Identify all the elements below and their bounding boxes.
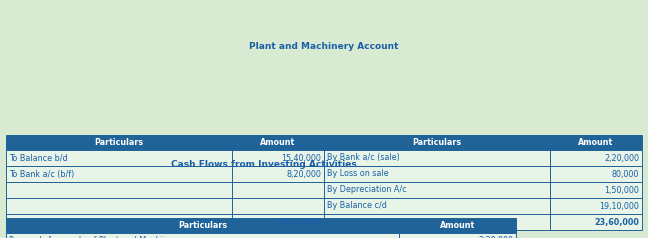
Bar xyxy=(6,150,232,166)
Text: By Bank a/c (sale): By Bank a/c (sale) xyxy=(327,154,400,163)
Bar xyxy=(550,166,642,182)
Bar xyxy=(324,166,550,182)
Bar xyxy=(6,214,232,230)
Bar xyxy=(232,166,324,182)
Text: Amount: Amount xyxy=(260,138,295,147)
Text: Proceeds from sale of Plant and Machinery: Proceeds from sale of Plant and Machiner… xyxy=(9,236,181,238)
Bar xyxy=(6,182,232,198)
Bar xyxy=(324,150,550,166)
Bar xyxy=(324,182,550,198)
Bar xyxy=(399,218,516,233)
Bar xyxy=(550,150,642,166)
Bar xyxy=(6,218,399,233)
Text: Particulars: Particulars xyxy=(412,138,461,147)
Bar xyxy=(324,135,550,150)
Bar xyxy=(399,233,516,238)
Text: 15,40,000: 15,40,000 xyxy=(281,154,321,163)
Text: 80,000: 80,000 xyxy=(612,169,639,178)
Text: Cash Flows from Investing Activities: Cash Flows from Investing Activities xyxy=(171,160,357,169)
Text: 1,50,000: 1,50,000 xyxy=(604,185,639,194)
Bar xyxy=(6,135,232,150)
Text: Amount: Amount xyxy=(440,221,475,230)
Text: 19,10,000: 19,10,000 xyxy=(599,202,639,210)
Text: 23,60,000: 23,60,000 xyxy=(594,218,639,227)
Text: To Bank a/c (b/f): To Bank a/c (b/f) xyxy=(9,169,75,178)
Bar xyxy=(324,198,550,214)
Bar xyxy=(6,166,232,182)
Text: Amount: Amount xyxy=(578,138,614,147)
Text: By Depreciation A/c: By Depreciation A/c xyxy=(327,185,407,194)
Bar xyxy=(232,182,324,198)
Text: 8,20,000: 8,20,000 xyxy=(286,169,321,178)
Text: Particulars: Particulars xyxy=(178,221,227,230)
Text: By Loss on sale: By Loss on sale xyxy=(327,169,389,178)
Bar xyxy=(6,198,232,214)
Bar xyxy=(6,233,399,238)
Bar xyxy=(232,150,324,166)
Bar xyxy=(550,198,642,214)
Bar xyxy=(232,198,324,214)
Text: 2,20,000: 2,20,000 xyxy=(478,236,513,238)
Bar xyxy=(550,135,642,150)
Bar xyxy=(550,182,642,198)
Bar xyxy=(232,214,324,230)
Text: 2,20,000: 2,20,000 xyxy=(604,154,639,163)
Text: 23,60,000: 23,60,000 xyxy=(276,218,321,227)
Bar xyxy=(232,135,324,150)
Text: By Balance c/d: By Balance c/d xyxy=(327,202,387,210)
Bar xyxy=(550,214,642,230)
Text: Plant and Machinery Account: Plant and Machinery Account xyxy=(249,42,399,51)
Text: To Balance b/d: To Balance b/d xyxy=(9,154,67,163)
Bar xyxy=(324,214,550,230)
Text: Particulars: Particulars xyxy=(95,138,143,147)
